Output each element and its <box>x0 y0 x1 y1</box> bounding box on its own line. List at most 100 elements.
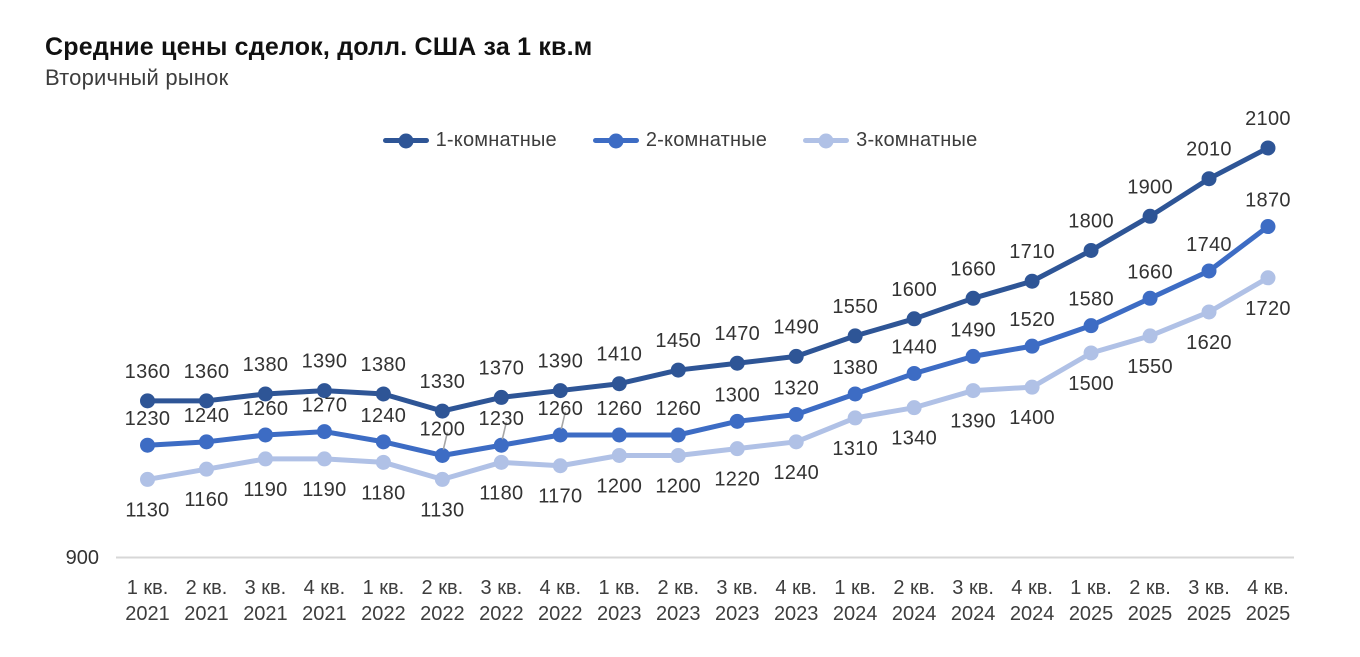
data-point-marker <box>729 355 745 371</box>
series-line <box>145 224 1271 458</box>
series-labels-1-комнатные: 1360 1360 1380 1390 1380 1330 1370 1390 1410 1450… <box>125 108 1291 393</box>
data-point-marker <box>1201 263 1217 279</box>
data-point-marker <box>434 471 450 487</box>
data-point-marker <box>965 290 981 306</box>
x-tick-label: 2 кв. 2022 <box>420 577 465 625</box>
legend-dot-icon <box>608 133 624 148</box>
data-point-marker <box>198 393 214 409</box>
data-point-marker <box>140 471 155 487</box>
data-point-marker <box>1260 140 1276 156</box>
data-point-marker <box>1260 270 1276 286</box>
x-tick-label: 2 кв. 2025 <box>1128 577 1173 625</box>
x-tick-label: 4 кв. 2023 <box>774 577 819 625</box>
data-label: 1500 <box>1068 373 1114 395</box>
data-label: 1220 <box>714 469 760 491</box>
data-point-marker <box>434 403 450 419</box>
data-label: 1900 <box>1127 176 1173 198</box>
data-point-marker <box>670 362 686 378</box>
x-tick-label: 4 кв. 2024 <box>1010 577 1055 625</box>
data-label: 1550 <box>832 296 878 318</box>
data-label: 1870 <box>1245 190 1291 212</box>
data-point-marker <box>552 427 568 443</box>
series-3-комнатные <box>140 270 1276 487</box>
series-labels-2-комнатные: 1230 1240 1260 1270 1240 1200 1230 1260 1260 1260… <box>125 190 1291 441</box>
data-point-marker <box>729 441 745 457</box>
data-label: 1360 <box>125 361 171 383</box>
legend-line-marker-icon <box>382 133 429 148</box>
data-label: 1600 <box>891 279 937 301</box>
data-point-marker <box>493 454 509 470</box>
legend-item-1-room: 1-комнатные <box>382 129 557 152</box>
data-label: 1260 <box>243 398 289 420</box>
data-point-marker <box>493 389 509 405</box>
legend-label-2-room: 2-комнатные <box>645 129 768 151</box>
data-point-marker <box>1142 328 1158 344</box>
data-label: 1230 <box>125 408 171 430</box>
data-label: 1200 <box>655 475 701 497</box>
data-label: 1390 <box>537 351 583 373</box>
data-point-marker <box>375 386 391 402</box>
data-label: 1520 <box>1009 309 1055 331</box>
data-point-marker <box>257 427 273 443</box>
series-2-комнатные <box>140 219 1276 463</box>
data-label: 1130 <box>420 499 464 521</box>
data-point-marker <box>198 461 214 477</box>
legend-item-2-room: 2-комнатные <box>592 129 768 152</box>
data-label: 1440 <box>891 336 937 358</box>
data-point-marker <box>1201 304 1217 320</box>
data-point-marker <box>1083 318 1099 334</box>
data-label: 1240 <box>361 405 407 427</box>
legend-item-3-room: 3-комнатные <box>803 129 977 152</box>
data-point-marker <box>552 383 568 399</box>
x-tick-label: 4 кв. 2021 <box>302 577 347 625</box>
data-point-marker <box>1201 171 1217 187</box>
data-label: 1180 <box>361 482 405 504</box>
data-point-marker <box>788 348 804 364</box>
data-point-marker <box>670 447 686 463</box>
data-label: 1160 <box>184 489 228 511</box>
data-label: 1190 <box>302 479 346 501</box>
data-point-marker <box>375 434 391 450</box>
data-point-marker <box>611 376 627 392</box>
data-point-marker <box>316 451 332 467</box>
data-label: 1620 <box>1186 332 1232 354</box>
data-point-marker <box>611 447 627 463</box>
data-point-marker <box>788 406 804 422</box>
data-label: 1260 <box>655 398 701 420</box>
data-label: 1320 <box>773 377 819 399</box>
legend-dot-icon <box>398 133 414 148</box>
data-label: 1400 <box>1009 407 1055 429</box>
data-label: 1380 <box>243 354 289 376</box>
data-point-marker <box>1024 273 1040 289</box>
data-point-marker <box>552 458 568 474</box>
data-point-marker <box>1142 290 1158 306</box>
x-tick-label: 3 кв. 2021 <box>243 577 288 625</box>
data-label: 1800 <box>1068 210 1114 232</box>
data-label: 1260 <box>537 398 583 420</box>
data-label: 1410 <box>596 344 642 366</box>
data-label: 1310 <box>832 438 878 460</box>
data-point-marker <box>906 400 922 416</box>
data-point-marker <box>906 311 922 327</box>
series-line <box>145 145 1271 414</box>
data-label: 1190 <box>243 479 287 501</box>
data-label: 1710 <box>1009 241 1055 263</box>
label-leader-line <box>442 432 449 450</box>
data-point-marker <box>847 328 863 344</box>
data-point-marker <box>257 451 273 467</box>
x-tick-label: 3 кв. 2025 <box>1187 577 1232 625</box>
chart-subtitle: Вторичный рынок <box>45 65 229 90</box>
data-label: 1200 <box>596 475 642 497</box>
x-tick-label: 3 кв. 2023 <box>715 577 760 625</box>
series-labels-3-комнатные: 1130 1160 1190 1190 1180 1130 1180 1170 1200 1200… <box>125 298 1290 522</box>
data-label: 1380 <box>361 354 407 376</box>
x-tick-label: 1 кв. 2023 <box>597 577 642 625</box>
data-point-marker <box>1024 338 1040 354</box>
data-label: 1340 <box>891 428 937 450</box>
data-label: 1260 <box>596 398 642 420</box>
data-label: 1180 <box>479 482 523 504</box>
data-point-marker <box>198 434 214 450</box>
data-point-marker <box>788 434 804 450</box>
label-leader-line <box>501 422 508 440</box>
